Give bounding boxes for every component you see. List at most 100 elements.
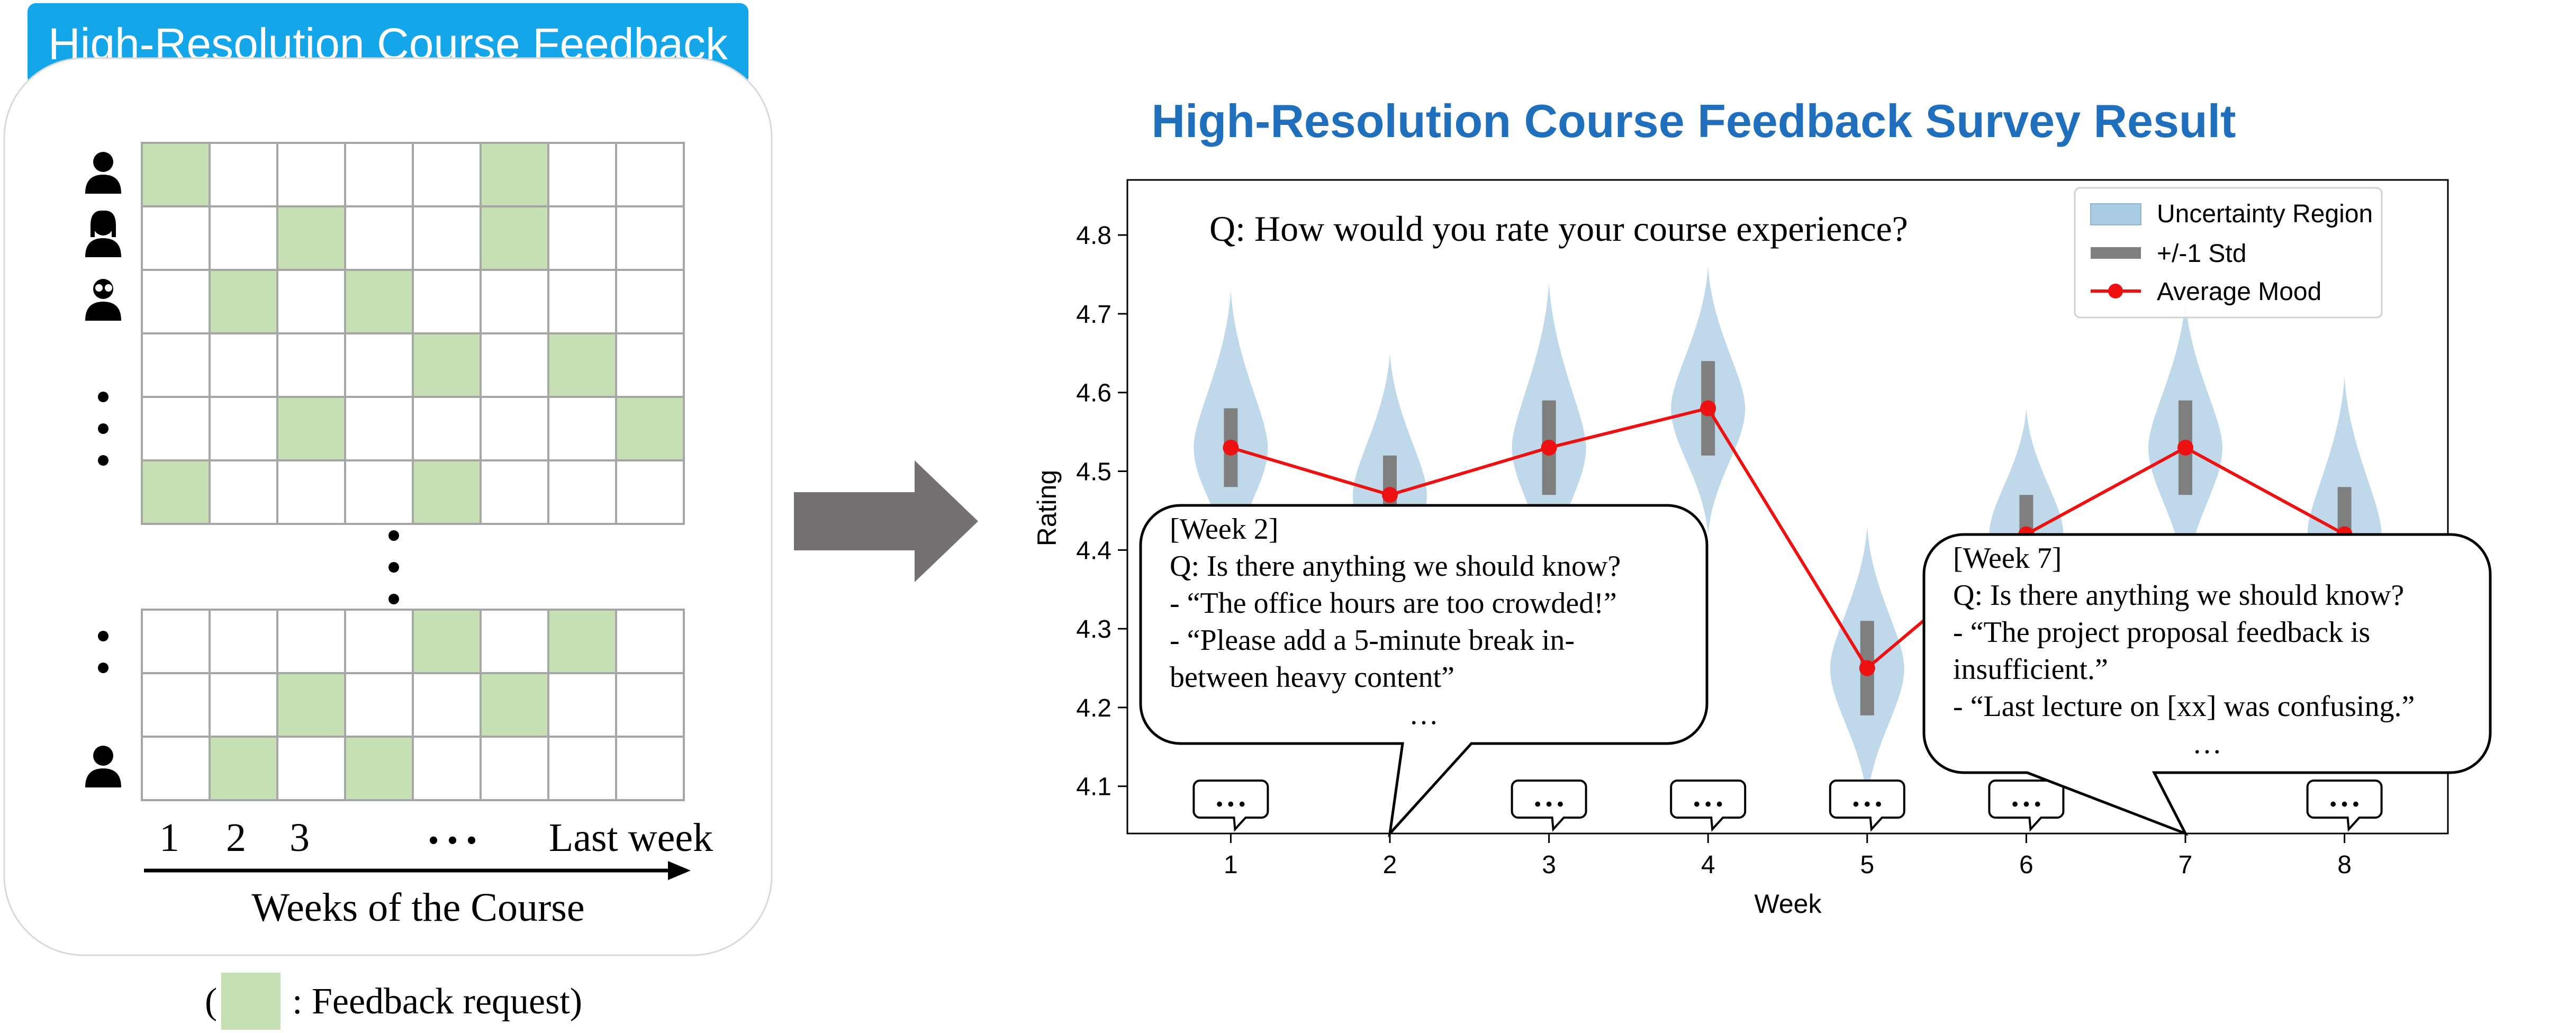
grid-bottom-cell-r2c2 <box>276 736 346 801</box>
x-axis-label: Week <box>1755 889 1822 919</box>
grid-top-cell-r0c7 <box>615 142 685 207</box>
comment-bubble-week-5 <box>1829 780 1905 832</box>
grid-top-cell-r3c1 <box>209 332 278 398</box>
x-tick-label-7: 7 <box>2179 851 2193 879</box>
grid-bottom-cell-r2c6 <box>547 736 617 801</box>
grid-top-cell-r1c4 <box>412 205 482 271</box>
average-mood-point-week-7 <box>2177 439 2194 456</box>
comment-dots-week-3: • • • <box>1534 794 1563 814</box>
legend-feedback-request-label: : Feedback request) <box>292 981 582 1022</box>
grid-top-cell-r2c3 <box>344 269 414 334</box>
callout-bubble-week-7 <box>1922 533 2492 836</box>
grid-top-cell-r1c1 <box>209 205 278 271</box>
grid-top-cell-r0c2 <box>276 142 346 207</box>
x-tick-label-1: 1 <box>1224 851 1238 879</box>
grid-top-cell-r2c1 <box>209 269 278 334</box>
x-tick-label-5: 5 <box>1860 851 1874 879</box>
x-tick-label-6: 6 <box>2019 851 2033 879</box>
row-dots-top5 <box>98 455 109 466</box>
grid-top-cell-r1c5 <box>480 205 549 271</box>
comment-icons: • • • • • • • • • • • • • • • • • • <box>1192 780 2383 832</box>
average-mood-point-week-1 <box>1223 439 1239 456</box>
y-tick-label-4.8: 4.8 <box>1076 222 1111 250</box>
average-mood-point-week-5 <box>1859 660 1875 676</box>
y-tick-label-4.5: 4.5 <box>1076 458 1111 486</box>
callout-week-2-line-2: - “The office hours are too crowded!” <box>1170 587 1617 620</box>
average-mood-line <box>1230 406 2346 671</box>
grid-top-cell-r2c2 <box>276 269 346 334</box>
y-tick-label-4.3: 4.3 <box>1076 615 1111 644</box>
comment-dots-week-8: • • • <box>2330 794 2359 814</box>
callout-week-2-line-0: [Week 2] <box>1170 513 1278 546</box>
legend-label-1: +/-1 Std <box>2157 240 2246 268</box>
average-mood-point-week-4 <box>1700 400 1716 416</box>
grid-top-cell-r4c7 <box>615 396 685 461</box>
grid-bottom-cell-r1c5 <box>480 672 549 738</box>
grid-top-cell-r5c0 <box>141 459 211 525</box>
y-tick-label-4.1: 4.1 <box>1076 773 1111 801</box>
comment-dots-week-1: • • • <box>1216 794 1245 814</box>
grid-top-cell-r2c0 <box>141 269 211 334</box>
grid-bottom-cell-r0c4 <box>412 609 482 674</box>
grid-bottom-cell-r1c7 <box>615 672 685 738</box>
comment-bubble-week-4 <box>1670 780 1747 832</box>
callout-week-7-line-5: … <box>2192 727 2222 760</box>
comment-bubble-week-3 <box>1511 780 1587 832</box>
grid-top-cell-r5c6 <box>547 459 617 525</box>
user-female-icon-top1-hair <box>91 210 116 237</box>
y-tick-label-4.7: 4.7 <box>1076 301 1111 329</box>
comment-icon-week-8: • • • <box>2306 780 2383 832</box>
grid-bottom-cell-r1c1 <box>209 672 278 738</box>
grid-top-cell-r4c5 <box>480 396 549 461</box>
week-label-3: 3 <box>290 815 310 860</box>
grid-bottom-cell-r2c0 <box>141 736 211 801</box>
grid-top-cell-r3c5 <box>480 332 549 398</box>
grid-top-cell-r3c3 <box>344 332 414 398</box>
callout-week-7-line-2: - “The project proposal feedback is <box>1953 616 2370 649</box>
week-label-last: Last week <box>549 815 713 860</box>
comment-dots-week-4: • • • <box>1694 794 1723 814</box>
y-tick-label-4.4: 4.4 <box>1076 537 1111 565</box>
comment-icon-week-4: • • • <box>1670 780 1747 832</box>
comment-dots-week-5: • • • <box>1852 794 1882 814</box>
grid-top-cell-r5c3 <box>344 459 414 525</box>
callout-week-2-line-4: between heavy content” <box>1170 661 1454 694</box>
legend-label-0: Uncertainty Region <box>2157 200 2373 228</box>
grid-top-cell-r5c2 <box>276 459 346 525</box>
callout-week-2-line-1: Q: Is there anything we should know? <box>1170 550 1621 583</box>
legend-label-2: Average Mood <box>2157 278 2321 306</box>
grid-top-cell-r4c3 <box>344 396 414 461</box>
grid-bottom-cell-r2c4 <box>412 736 482 801</box>
chart-main-title: High-Resolution Course Feedback Survey R… <box>1151 95 2236 147</box>
grid-bottom-cell-r2c1 <box>209 736 278 801</box>
callout-week-7-line-0: [Week 7] <box>1953 542 2062 575</box>
comment-dots-week-6: • • • <box>2012 794 2041 814</box>
comment-bubble-week-1 <box>1192 780 1269 832</box>
grid-top-cell-r0c1 <box>209 142 278 207</box>
grid-bottom-cell-r0c6 <box>547 609 617 674</box>
grid-bottom-cell-r1c2 <box>276 672 346 738</box>
grid-bottom-cell-r1c0 <box>141 672 211 738</box>
grid-top-cell-r2c4 <box>412 269 482 334</box>
grid-top-cell-r0c0 <box>141 142 211 207</box>
average-mood-point-week-3 <box>1541 439 1557 456</box>
week-label-ellipsis: • • • <box>428 823 477 858</box>
chart-question-title: Q: How would you rate your course experi… <box>1209 209 1908 249</box>
grid-bottom-cell-r2c5 <box>480 736 549 801</box>
grid-top-cell-r5c5 <box>480 459 549 525</box>
grid-top-cell-r0c4 <box>412 142 482 207</box>
user-glasses-icon-top2-lens-left <box>95 284 103 292</box>
grid-top-cell-r4c2 <box>276 396 346 461</box>
weeks-axis-arrowhead <box>668 861 691 880</box>
x-tick-label-4: 4 <box>1701 851 1715 879</box>
grid-top-cell-r2c7 <box>615 269 685 334</box>
grid-top-cell-r3c4 <box>412 332 482 398</box>
grid-bottom-cell-r2c3 <box>344 736 414 801</box>
grid-top-cell-r1c7 <box>615 205 685 271</box>
legend-open-paren: ( <box>205 981 217 1022</box>
grid-top-cell-r5c4 <box>412 459 482 525</box>
callout-week-2: [Week 2] Q: Is there anything we should k… <box>1139 504 1709 838</box>
grid-bottom-cell-r1c4 <box>412 672 482 738</box>
grid-top-cell-r2c6 <box>547 269 617 334</box>
grid-bottom-cell-r0c0 <box>141 609 211 674</box>
